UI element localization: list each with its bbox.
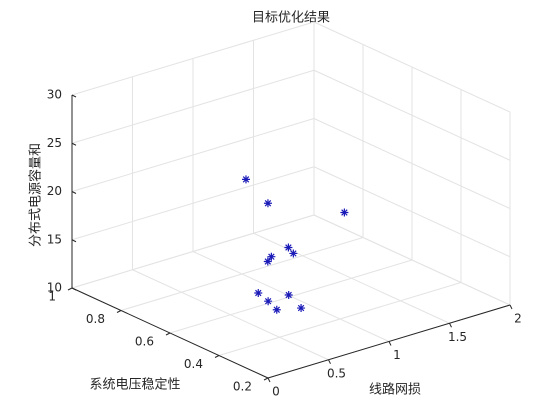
grid-line bbox=[120, 237, 364, 311]
z-axis-label: 分布式电源容量和 bbox=[28, 143, 44, 247]
grid-line bbox=[313, 21, 511, 113]
grid-line bbox=[313, 69, 511, 161]
marker bbox=[289, 249, 298, 258]
z-tick-label: 15 bbox=[47, 232, 62, 246]
y-tick-label: 0.8 bbox=[86, 312, 105, 326]
y-tick bbox=[67, 287, 73, 291]
y-tick bbox=[165, 332, 171, 336]
x-tick bbox=[267, 377, 271, 383]
z-tick-label: 25 bbox=[47, 136, 62, 150]
marker bbox=[263, 199, 272, 208]
x-tick-label: 0 bbox=[272, 385, 280, 399]
z-tick bbox=[71, 239, 77, 243]
y-tick bbox=[116, 310, 122, 313]
z-tick-label: 20 bbox=[47, 184, 62, 198]
grid-line bbox=[218, 282, 462, 356]
marker bbox=[241, 175, 250, 184]
x-tick-label: 0.5 bbox=[327, 366, 346, 380]
z-tick bbox=[71, 287, 77, 291]
x-axis-label: 线路网损 bbox=[369, 382, 421, 398]
marker bbox=[340, 208, 349, 217]
x-tick bbox=[449, 323, 452, 328]
marker bbox=[297, 304, 306, 313]
marker bbox=[254, 288, 263, 297]
grid-line bbox=[71, 21, 315, 96]
x-tick bbox=[509, 304, 513, 310]
y-axis-label: 系统电压稳定性 bbox=[89, 377, 180, 393]
x-tick-label: 1 bbox=[393, 348, 401, 362]
marker bbox=[272, 305, 281, 314]
z-tick bbox=[71, 142, 77, 146]
marker bbox=[284, 243, 293, 252]
grid-line bbox=[71, 166, 315, 241]
x-tick bbox=[388, 341, 392, 346]
marker bbox=[264, 297, 273, 306]
y-tick-label: 0.6 bbox=[135, 335, 154, 349]
y-tick bbox=[263, 377, 269, 381]
z-tick bbox=[71, 94, 77, 98]
grid-line bbox=[71, 118, 315, 192]
grid-line bbox=[313, 118, 511, 209]
z-tick-label: 30 bbox=[47, 88, 62, 102]
grid-line bbox=[71, 69, 315, 144]
x-tick-label: 2 bbox=[514, 312, 522, 326]
chart-title: 目标优化结果 bbox=[252, 11, 330, 26]
marker bbox=[284, 291, 293, 299]
z-tick bbox=[71, 191, 77, 194]
y-tick-label: 0.4 bbox=[184, 357, 203, 371]
grid-line bbox=[313, 166, 511, 258]
y-tick-label: 1 bbox=[48, 290, 56, 304]
x-tick bbox=[328, 359, 331, 364]
z-tick-label: 10 bbox=[47, 281, 62, 295]
grid-line bbox=[313, 214, 511, 306]
y-tick-label: 0.2 bbox=[233, 380, 252, 394]
y-tick bbox=[214, 355, 220, 358]
marker bbox=[267, 252, 276, 261]
marker bbox=[263, 257, 272, 266]
grid-line bbox=[71, 214, 315, 289]
x-tick-label: 1.5 bbox=[448, 330, 467, 344]
